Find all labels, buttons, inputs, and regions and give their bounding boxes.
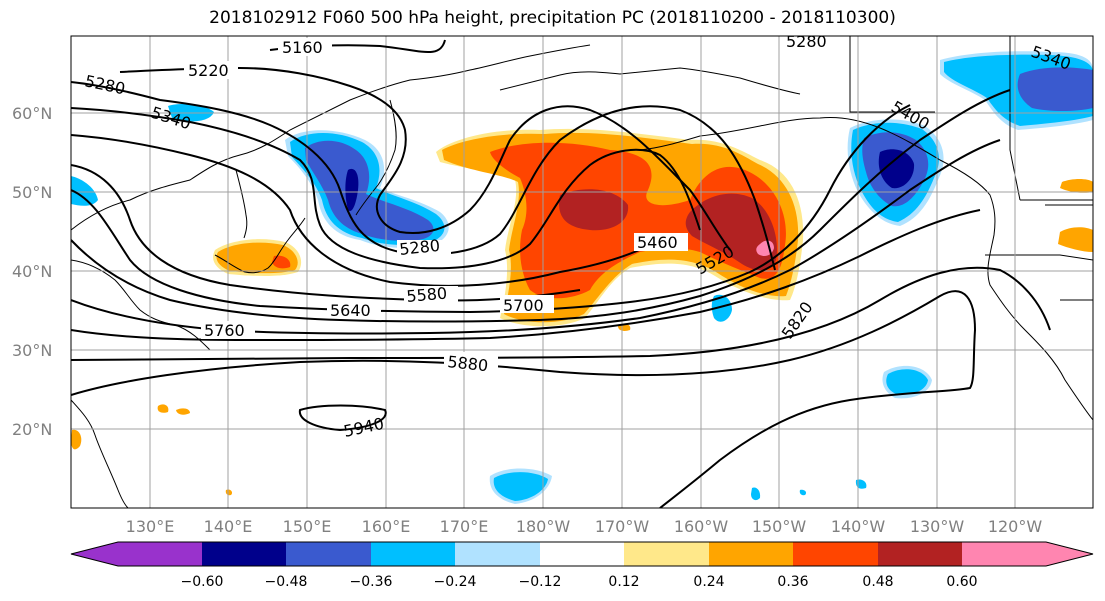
- colorbar-tick-label: −0.36: [350, 574, 393, 590]
- latitude-axis: 60°N 50°N 40°N 30°N 20°N: [12, 104, 52, 439]
- longitude-label: 130°E: [126, 517, 175, 536]
- map-title: 2018102912 F060 500 hPa height, precipit…: [209, 8, 896, 28]
- colorbar-segment: [793, 542, 878, 566]
- contour-label: 5220: [188, 61, 229, 80]
- longitude-label: 140°E: [204, 517, 253, 536]
- colorbar-tick-label: 0.36: [777, 574, 808, 590]
- colorbar-segment: [371, 542, 455, 566]
- longitude-label: 160°E: [362, 517, 411, 536]
- colorbar-segment: [709, 542, 793, 566]
- colorbar-segments: [71, 542, 1093, 566]
- contour-label: 5280: [786, 32, 827, 51]
- longitude-label: 130°W: [910, 517, 965, 536]
- colorbar-tick-label: 0.60: [946, 574, 977, 590]
- colorbar-segment: [962, 542, 1093, 566]
- longitude-label: 150°E: [283, 517, 332, 536]
- latitude-label: 20°N: [12, 420, 52, 439]
- contour-label: 5700: [503, 296, 544, 315]
- colorbar-segment: [202, 542, 286, 566]
- colorbar-tick-label: −0.60: [181, 574, 224, 590]
- map-panel: 5160 5220 5280 5280 5340 5340 5280 5400 …: [70, 32, 1094, 509]
- longitude-axis: 130°E 140°E 150°E 160°E 170°E 180°W 170°…: [126, 517, 1043, 536]
- latitude-label: 30°N: [12, 341, 52, 360]
- height-contours: [71, 39, 1051, 508]
- contour-label: 5760: [204, 321, 245, 340]
- latitude-label: 50°N: [12, 183, 52, 202]
- longitude-label: 120°W: [988, 517, 1043, 536]
- colorbar-tick-label: −0.12: [519, 574, 562, 590]
- colorbar-tick-label: −0.48: [265, 574, 308, 590]
- longitude-label: 140°W: [831, 517, 886, 536]
- latitude-label: 40°N: [12, 262, 52, 281]
- contour-label: 5460: [637, 233, 678, 252]
- colorbar-tick-label: 0.24: [693, 574, 724, 590]
- longitude-label: 180°W: [516, 517, 571, 536]
- colorbar-tick-label: 0.48: [862, 574, 893, 590]
- contour-label: 5160: [282, 38, 323, 57]
- negative-anomaly-region-alaska: [847, 51, 1093, 226]
- longitude-label: 160°W: [674, 517, 729, 536]
- longitude-label: 170°W: [595, 517, 650, 536]
- contour-label: 5640: [330, 301, 371, 320]
- contour-label: 5580: [406, 284, 448, 306]
- colorbar-segment: [71, 542, 202, 566]
- colorbar-ticks: −0.60 −0.48 −0.36 −0.24 −0.12 0.12 0.24 …: [181, 574, 978, 590]
- colorbar: −0.60 −0.48 −0.36 −0.24 −0.12 0.12 0.24 …: [70, 541, 1094, 590]
- longitude-label: 150°W: [752, 517, 807, 536]
- map-frame: [70, 35, 1094, 509]
- positive-anomaly-region-japan: [213, 239, 302, 276]
- longitude-label: 170°E: [440, 517, 489, 536]
- graticule: [71, 36, 1093, 508]
- coastlines: [71, 36, 1093, 508]
- positive-anomaly-region-small: [71, 179, 1093, 496]
- negative-anomaly-region-kamchatka: [285, 130, 449, 248]
- colorbar-segment: [286, 542, 371, 566]
- colorbar-segment: [878, 542, 962, 566]
- colorbar-tick-label: 0.12: [608, 574, 639, 590]
- latitude-label: 60°N: [12, 104, 52, 123]
- colorbar-segment: [455, 542, 540, 566]
- contour-label: 5880: [447, 352, 489, 375]
- colorbar-segment: [540, 542, 624, 566]
- negative-anomaly-region-small: [71, 104, 932, 504]
- colorbar-tick-label: −0.24: [434, 574, 477, 590]
- colorbar-frame: [70, 541, 1094, 567]
- contour-label: 5280: [398, 236, 440, 259]
- colorbar-segment: [624, 542, 709, 566]
